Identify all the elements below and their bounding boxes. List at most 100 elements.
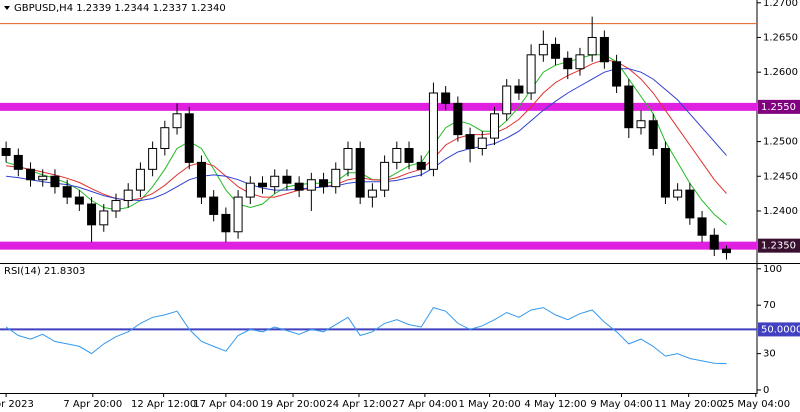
moving-average (6, 68, 727, 202)
candle-body (673, 189, 683, 198)
x-tick-label: 25 May 04:00 (721, 399, 790, 410)
level-label-box (758, 322, 800, 337)
candle-body (38, 175, 48, 181)
candle-body (26, 168, 36, 181)
y-tick-label: 1.2700 (763, 0, 798, 9)
candle-body (135, 168, 145, 191)
x-tick-label: 7 Apr 20:00 (63, 399, 122, 410)
candle-body (648, 120, 658, 150)
symbol-header: GBPUSD,H4 1.2339 1.2344 1.2337 1.2340 (14, 3, 226, 14)
candle-body (599, 36, 609, 63)
candle-body (404, 148, 414, 163)
candle-body (74, 196, 84, 205)
candle-body (99, 210, 109, 226)
panel: 1.2400 1.2450 1.2500 1.2600 1.2650 1.2700 1.25… (0, 0, 800, 260)
candle-body (685, 189, 695, 219)
candle-body (502, 85, 512, 115)
rsi-line (5, 307, 727, 365)
candle-body (380, 161, 390, 191)
candle-body (87, 203, 97, 226)
candle-body (209, 196, 219, 215)
candle-body (587, 36, 597, 56)
candle-body (453, 102, 463, 136)
candle-body (563, 57, 573, 70)
candle-body (1, 148, 11, 156)
candle-body (551, 43, 561, 59)
candle-body (245, 182, 255, 198)
plot-area (0, 307, 757, 365)
x-tick-label: 24 Apr 12:00 (326, 399, 391, 410)
candle-body (233, 196, 243, 233)
candle-body (294, 182, 304, 191)
candle-body (172, 113, 182, 129)
level-label: 1.2550 (761, 102, 796, 113)
candle-body (319, 179, 329, 188)
candle-body (196, 161, 206, 198)
y-tick-label: 1.2650 (763, 32, 798, 43)
x-tick-label: 19 Apr 20:00 (260, 399, 325, 410)
candle-body (355, 148, 365, 198)
level-label: 50.0000 (761, 324, 800, 335)
candle-body (721, 248, 731, 254)
x-tick-label: 9 May 04:00 (590, 399, 652, 410)
candle-body (343, 148, 353, 170)
y-tick-label: 1.2450 (763, 171, 798, 182)
candle-body (111, 200, 121, 212)
candle-body (148, 148, 158, 170)
x-tick-label: 5 Apr 2023 (0, 399, 34, 410)
candle-body (123, 189, 133, 202)
y-tick-label: 100 (763, 264, 782, 275)
y-tick-label: 1.2600 (763, 67, 798, 78)
symbol-menu-icon[interactable] (4, 6, 10, 10)
candle-body (416, 161, 426, 170)
candle-body (270, 175, 280, 188)
level-band (0, 102, 757, 111)
candle-body (526, 54, 536, 94)
candle-body (624, 85, 634, 129)
candle-body (697, 217, 707, 236)
x-tick-label: 4 May 12:00 (524, 399, 586, 410)
y-tick-label: 30 (763, 349, 776, 360)
candle-body (477, 137, 487, 150)
candle-body (282, 175, 292, 184)
candle-body (441, 92, 451, 104)
candle-body (392, 148, 402, 163)
plot-area (0, 16, 757, 260)
candle-body (62, 186, 72, 198)
candle-body (636, 120, 646, 129)
x-tick-label: 1 May 20:00 (458, 399, 520, 410)
x-tick-label: 27 Apr 04:00 (392, 399, 457, 410)
panel: 0 30 70 100 50.0000 5 Apr 2023 7 Apr 20:00 12 A… (0, 264, 800, 410)
candle-body (514, 85, 524, 94)
candle-body (709, 234, 719, 250)
candle-body (306, 179, 316, 191)
x-tick-label: 11 May 20:00 (654, 399, 723, 410)
candle-body (660, 148, 670, 198)
candle-body (13, 154, 23, 170)
y-tick-label: 0 (763, 385, 769, 396)
candle-body (428, 92, 438, 170)
candle-body (612, 61, 622, 87)
candle-body (184, 113, 194, 163)
x-tick-label: 12 Apr 12:00 (131, 399, 196, 410)
candle-body (465, 134, 475, 150)
level-label-box (758, 238, 800, 253)
candle-body (221, 213, 231, 233)
candle-body (160, 127, 170, 150)
candle-body (367, 189, 377, 198)
y-tick-label: 70 (763, 300, 776, 311)
x-tick-label: 17 Apr 04:00 (193, 399, 258, 410)
candle-body (50, 175, 60, 188)
candle-body (489, 113, 499, 139)
candle-body (538, 43, 548, 56)
candle-body (258, 182, 268, 188)
y-tick-label: 1.2400 (763, 206, 798, 217)
level-label: 1.2350 (761, 241, 796, 252)
level-band (0, 241, 757, 250)
rsi-header: RSI(14) 21.8303 (4, 266, 85, 277)
candle-body (331, 168, 341, 188)
level-label-box (758, 99, 800, 114)
candle-body (575, 54, 585, 70)
y-tick-label: 1.2500 (763, 137, 798, 148)
